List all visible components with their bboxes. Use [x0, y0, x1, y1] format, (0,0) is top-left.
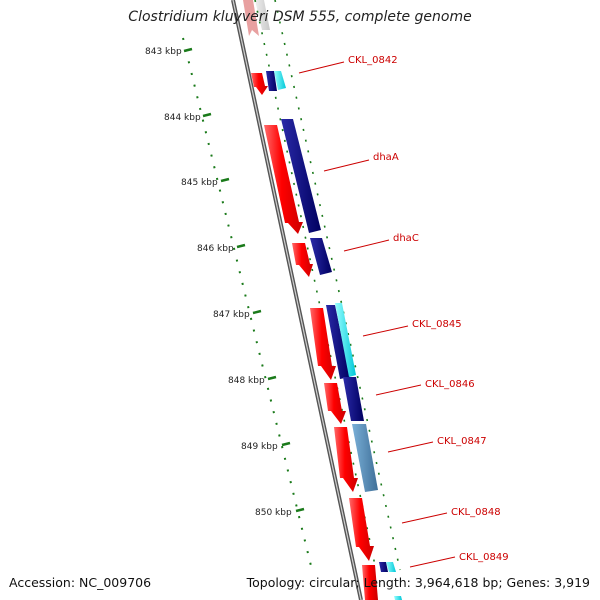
gene-arrow-dhaa[interactable] [264, 125, 303, 234]
cds-block-ckl-0849-navy [379, 562, 388, 572]
feature-track-border [254, 0, 401, 571]
ruler-tick [183, 47, 193, 53]
gene-label-ckl-0848[interactable]: CKL_0848 [451, 507, 501, 518]
cds-block-dhaa [281, 119, 321, 233]
accession-label: Accession: NC_009706 [9, 575, 152, 590]
tick-label: 845 kbp [181, 178, 218, 188]
tick-label: 849 kbp [241, 442, 278, 452]
ruler-tick [281, 441, 291, 447]
gene-arrow-ckl-0845[interactable] [310, 308, 336, 380]
ruler-tick [220, 177, 230, 183]
ruler-tick [252, 309, 262, 315]
ruler-line [182, 37, 313, 571]
previous-gene-fragment [243, 0, 270, 36]
gene-label-ckl-0842[interactable]: CKL_0842 [348, 55, 398, 66]
ruler-tick [267, 375, 277, 381]
tick-label: 850 kbp [255, 508, 292, 518]
cds-block-ckl-0847 [352, 424, 378, 492]
gene-label-ckl-0847[interactable]: CKL_0847 [437, 436, 487, 447]
tick-label: 848 kbp [228, 376, 265, 386]
cds-block-ckl-0846 [343, 377, 364, 421]
gene-arrow-ckl-0842[interactable] [251, 73, 268, 95]
tick-label: 847 kbp [213, 310, 250, 320]
gene-leader-lines [298, 61, 456, 568]
reverse-strand-features [266, 71, 402, 600]
cds-block-ckl-0849-cyan [386, 562, 396, 572]
forward-strand-genes [251, 73, 378, 600]
gene-arrow-ckl-0849[interactable] [362, 565, 378, 600]
genome-info-label: Topology: circular; Length: 3,964,618 bp… [246, 575, 590, 590]
gene-arrow-ckl-0847[interactable] [334, 427, 358, 492]
gene-arrow-ckl-0848[interactable] [349, 498, 374, 561]
gene-label-dhac[interactable]: dhaC [393, 233, 419, 244]
gene-label-ckl-0845[interactable]: CKL_0845 [412, 319, 462, 330]
ruler-tick [236, 243, 246, 249]
cds-block-ckl-0842 [266, 71, 277, 91]
tick-label: 844 kbp [164, 113, 201, 123]
ruler-tick [202, 112, 212, 118]
ruler-tick [295, 507, 305, 513]
tick-label: 843 kbp [145, 47, 182, 57]
tick-label: 846 kbp [197, 244, 234, 254]
gene-label-ckl-0846[interactable]: CKL_0846 [425, 379, 475, 390]
cds-block-dhac [310, 238, 332, 275]
cds-block-ckl-0842-cyan [274, 71, 286, 90]
gene-arrow-ckl-0846[interactable] [324, 383, 346, 424]
cds-block-bottom-cyan [394, 596, 402, 600]
cds-block-ckl-0845-cyan [335, 303, 356, 377]
genome-backbone [231, 0, 363, 600]
gene-arrow-dhac[interactable] [292, 243, 313, 277]
gene-labels: CKL_0842 dhaA dhaC CKL_0845 CKL_0846 CKL… [348, 55, 509, 563]
ruler-tick-marks [183, 47, 305, 513]
map-title: Clostridium kluyveri DSM 555, complete g… [128, 9, 472, 25]
gene-label-ckl-0849[interactable]: CKL_0849 [459, 552, 509, 563]
cds-block-ckl-0845 [326, 305, 350, 379]
gene-label-dhaa[interactable]: dhaA [373, 152, 399, 163]
ruler-tick-labels: 843 kbp 844 kbp 845 kbp 846 kbp 847 kbp … [145, 47, 292, 518]
